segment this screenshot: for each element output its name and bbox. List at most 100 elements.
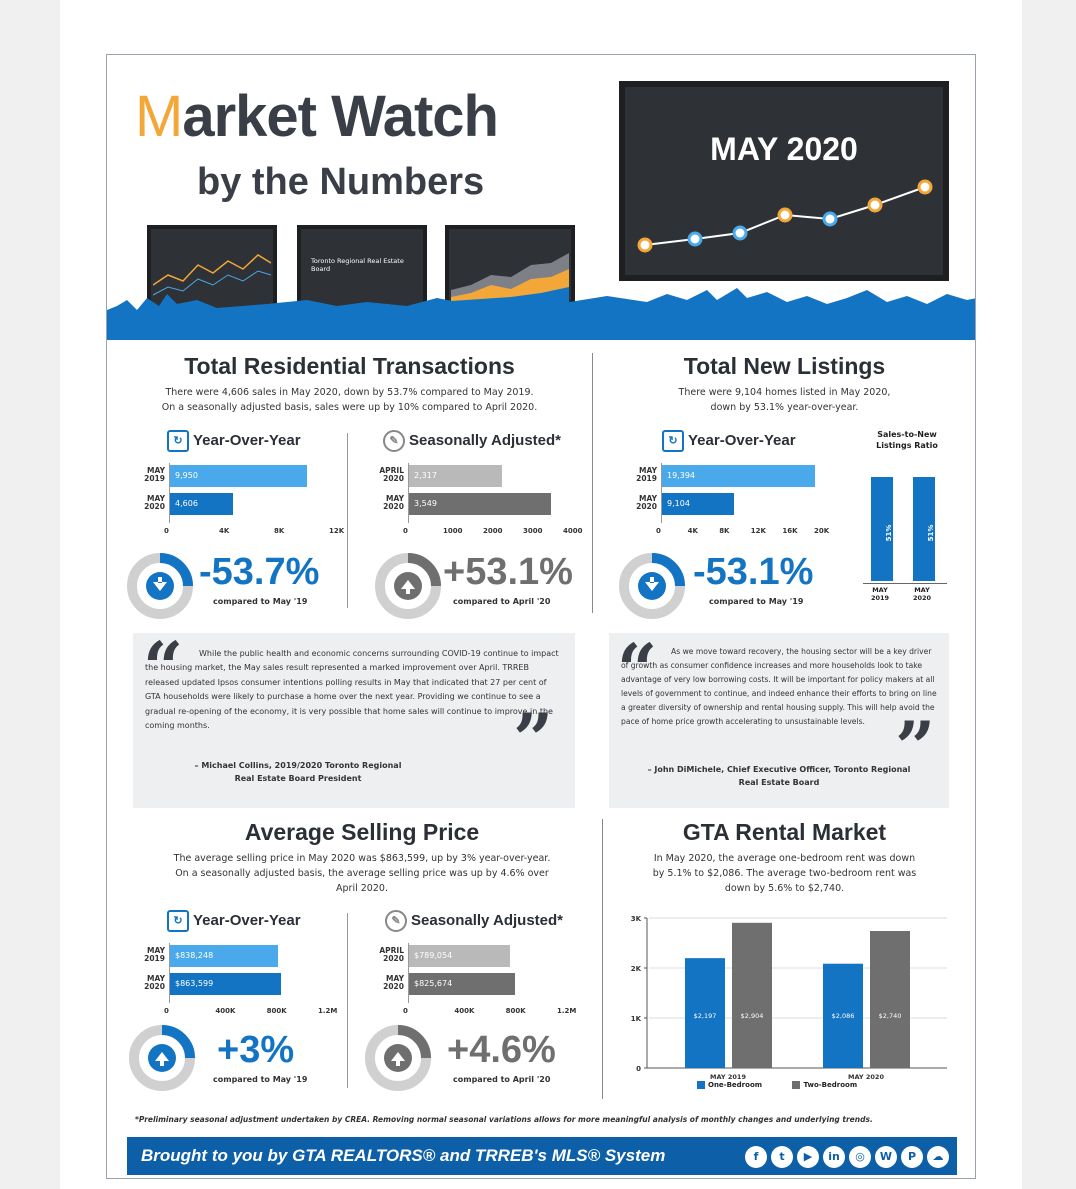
bar-may-2019: 9,950 <box>170 465 307 487</box>
bar-axis <box>661 463 662 523</box>
leaf-icon: ✎ <box>385 910 407 932</box>
tick-label: 4K <box>219 527 230 535</box>
bar-axis <box>169 463 170 523</box>
tick-label: 1.2M <box>557 1007 577 1015</box>
bar-may-2019: $838,248 <box>170 945 278 967</box>
tick-label: 20K <box>814 527 830 535</box>
youtube-icon[interactable]: ▶ <box>797 1146 819 1168</box>
area-chart-icon <box>451 253 569 305</box>
footer-banner: Brought to you by GTA REALTORS® and TRRE… <box>127 1137 957 1175</box>
bar-row2-label: MAY 2020 <box>144 974 165 991</box>
bar-value: 9,104 <box>667 499 690 508</box>
close-quote-icon: ” <box>895 706 936 789</box>
transactions-yoy-percent: -53.7% <box>199 551 320 593</box>
y-tick-label: 1K <box>631 1015 642 1023</box>
legend-item-one-bedroom: One-Bedroom <box>697 1081 762 1089</box>
tick-label: 2000 <box>483 527 503 535</box>
close-quote-icon: ” <box>513 698 554 781</box>
rental-bar-label: $2,904 <box>741 1012 764 1020</box>
price-description: The average selling price in May 2020 wa… <box>127 851 597 896</box>
bar-row2-label: MAY 2020 <box>144 494 165 511</box>
rental-description: In May 2020, the average one-bedroom ren… <box>612 851 957 896</box>
price-desc-line2: On a seasonally adjusted basis, the aver… <box>175 868 549 879</box>
rental-title: GTA Rental Market <box>682 819 887 845</box>
monitor-large: MAY 2020 <box>619 81 949 281</box>
ratio-label-2020: MAY 2020 <box>912 586 932 602</box>
rental-bar <box>823 963 863 1068</box>
quote-dimichele: “ As we move toward recovery, the housin… <box>609 633 949 808</box>
rental-legend: One-Bedroom Two-Bedroom <box>697 1081 857 1089</box>
column-divider <box>602 819 603 1099</box>
transactions-yoy-compared: compared to May '19 <box>213 597 308 606</box>
tick-label: 0 <box>164 527 169 535</box>
transactions-sa-heading: ✎ Seasonally Adjusted* <box>383 430 561 452</box>
rental-bar-chart: 0 1K 2K 3K $2,197 $2,904 MAY 2019 $2,086 $2,740 M… <box>631 915 947 1081</box>
tick-label: 8K <box>719 527 730 535</box>
bar-value: 19,394 <box>667 471 695 480</box>
listings-desc-line1: There were 9,104 homes listed in May 202… <box>678 387 891 398</box>
tick-label: 4000 <box>563 527 583 535</box>
price-sa-heading: ✎ Seasonally Adjusted* <box>385 910 563 932</box>
bar-row1-label: APRIL 2020 <box>379 466 404 483</box>
rental-desc-line1: In May 2020, the average one-bedroom ren… <box>653 853 916 864</box>
bar-row2-label: MAY 2020 <box>383 974 404 991</box>
price-yoy-heading: ↻ Year-Over-Year <box>167 910 301 932</box>
divider <box>347 433 348 608</box>
divider <box>347 913 348 1088</box>
transactions-sa-bars: APRIL 2020 MAY 2020 2,317 3,549 0 1000 200… <box>362 463 582 543</box>
bar-axis <box>169 943 170 1003</box>
price-yoy-compared: compared to May '19 <box>213 1075 308 1084</box>
listings-yoy-compared: compared to May '19 <box>709 597 804 606</box>
bar-value: $825,674 <box>414 979 453 988</box>
rental-bar <box>732 922 772 1068</box>
wordpress-icon[interactable]: W <box>875 1146 897 1168</box>
quote-author-line2: Real Estate Board <box>738 778 820 787</box>
quote-text: As we move toward recovery, the housing … <box>621 647 937 726</box>
quote-text: While the public health and economic con… <box>145 649 559 731</box>
listings-description: There were 9,104 homes listed in May 202… <box>607 385 962 415</box>
ratio-value: 51% <box>885 524 893 542</box>
rental-bar-label: $2,197 <box>694 1012 717 1020</box>
listings-desc-line2: down by 53.1% year-over-year. <box>710 402 859 413</box>
up-arrow-donut-icon <box>365 1025 431 1091</box>
calendar-icon: ↻ <box>167 430 189 452</box>
rental-desc-line3: down by 5.6% to $2,740. <box>724 883 845 894</box>
bar-row1-label: MAY 2019 <box>144 946 165 963</box>
linkedin-icon[interactable]: in <box>823 1146 845 1168</box>
bar-row1-label: MAY 2019 <box>144 466 165 483</box>
tick-label: 400K <box>215 1007 236 1015</box>
ratio-heading: Sales-to-New Listings Ratio <box>876 430 938 450</box>
transactions-yoy-bars: MAY 2019 MAY 2020 9,950 4,606 0 4K 8K 12K <box>127 463 347 543</box>
price-sa-compared: compared to April '20 <box>453 1075 551 1084</box>
price-yoy-percent: +3% <box>217 1029 295 1071</box>
cloud-icon[interactable]: ☁ <box>927 1146 949 1168</box>
ratio-chart: 51% 51% <box>863 477 953 587</box>
instagram-icon[interactable]: ◎ <box>849 1146 871 1168</box>
tick-label: 1000 <box>443 527 463 535</box>
listings-yoy-percent: -53.1% <box>693 551 814 593</box>
bar-row1-label: MAY 2019 <box>636 466 657 483</box>
down-arrow-donut-icon <box>619 553 685 619</box>
bar-value: $789,054 <box>414 951 453 960</box>
price-title: Average Selling Price <box>244 819 480 845</box>
transactions-title: Total Residential Transactions <box>184 353 515 379</box>
bar-may-2020: $863,599 <box>170 973 281 995</box>
quote-author-line1: – Michael Collins, 2019/2020 Toronto Reg… <box>194 761 402 770</box>
open-quote-icon: “ <box>143 626 184 709</box>
bar-row2-label: MAY 2020 <box>636 494 657 511</box>
facebook-icon[interactable]: f <box>745 1146 767 1168</box>
listings-yoy-heading: ↻ Year-Over-Year <box>662 430 796 452</box>
twitter-icon[interactable]: t <box>771 1146 793 1168</box>
column-divider <box>592 353 593 613</box>
listings-yoy-bars: MAY 2019 MAY 2020 19,394 9,104 0 4K 8K 12K 1… <box>619 463 839 543</box>
ratio-bar-2019: 51% <box>871 477 893 581</box>
report-date: MAY 2020 <box>710 131 858 167</box>
calendar-icon: ↻ <box>167 910 189 932</box>
leaf-icon: ✎ <box>383 430 405 452</box>
ratio-bar-2020: 51% <box>913 477 935 581</box>
pinterest-icon[interactable]: P <box>901 1146 923 1168</box>
tick-label: 0 <box>656 527 661 535</box>
subtitle: by the Numbers <box>197 161 485 203</box>
listings-yoy-heading-text: Year-Over-Year <box>688 431 796 449</box>
monitor-trreb-logo: Toronto Regional Real Estate Board <box>297 225 427 325</box>
